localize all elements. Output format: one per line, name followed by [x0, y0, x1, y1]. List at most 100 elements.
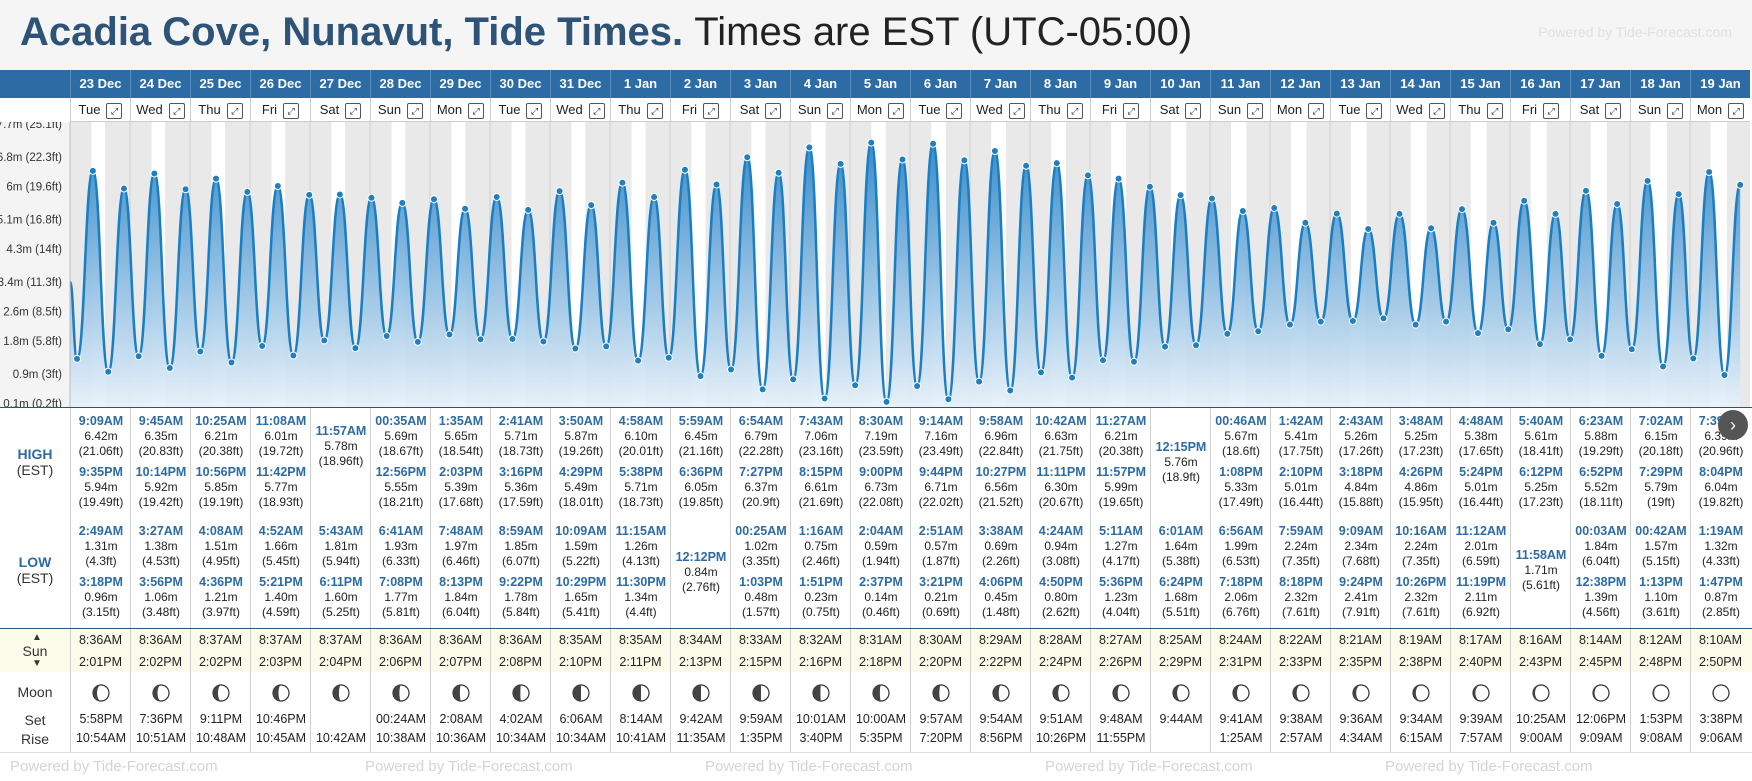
tide-point[interactable]	[1566, 335, 1575, 344]
tide-point[interactable]	[320, 336, 329, 345]
tide-point[interactable]	[789, 375, 798, 384]
expand-day-icon[interactable]: ⤢	[1066, 102, 1083, 119]
tide-point[interactable]	[1068, 373, 1077, 382]
tide-point[interactable]	[851, 381, 860, 390]
tide-point[interactable]	[929, 139, 938, 148]
tide-point[interactable]	[1348, 316, 1357, 325]
expand-day-icon[interactable]: ⤢	[946, 102, 963, 119]
tide-point[interactable]	[445, 330, 454, 339]
tide-point[interactable]	[1176, 191, 1185, 200]
tide-point[interactable]	[398, 198, 407, 207]
expand-day-icon[interactable]: ⤢	[1123, 102, 1140, 119]
tide-point[interactable]	[1720, 371, 1729, 380]
expand-day-icon[interactable]: ⤢	[283, 102, 300, 119]
tide-point[interactable]	[1395, 209, 1404, 218]
expand-day-icon[interactable]: ⤢	[703, 102, 720, 119]
tide-point[interactable]	[867, 138, 876, 147]
tide-point[interactable]	[461, 204, 470, 213]
tide-point[interactable]	[1489, 218, 1498, 227]
expand-day-icon[interactable]: ⤢	[1486, 102, 1503, 119]
tide-point[interactable]	[587, 201, 596, 210]
tide-point[interactable]	[727, 365, 736, 374]
tide-point[interactable]	[1411, 320, 1420, 329]
expand-day-icon[interactable]: ⤢	[106, 102, 123, 119]
tide-point[interactable]	[712, 180, 721, 189]
tide-point[interactable]	[88, 166, 97, 175]
tide-point[interactable]	[1098, 356, 1107, 365]
tide-point[interactable]	[1520, 196, 1529, 205]
tide-point[interactable]	[1130, 357, 1138, 366]
tide-point[interactable]	[555, 187, 564, 196]
expand-day-icon[interactable]: ⤢	[827, 102, 844, 119]
tide-point[interactable]	[1145, 182, 1154, 191]
tide-point[interactable]	[335, 190, 344, 199]
tide-point[interactable]	[602, 342, 611, 351]
tide-point[interactable]	[492, 193, 501, 202]
expand-day-icon[interactable]: ⤢	[646, 102, 663, 119]
scroll-right-button[interactable]: ›	[1718, 410, 1748, 440]
expand-day-icon[interactable]: ⤢	[1366, 102, 1383, 119]
tide-point[interactable]	[73, 354, 82, 363]
tide-point[interactable]	[119, 184, 128, 193]
tide-point[interactable]	[1254, 327, 1263, 336]
tide-point[interactable]	[1474, 329, 1482, 338]
tide-point[interactable]	[680, 165, 689, 174]
tide-point[interactable]	[150, 169, 159, 178]
tide-point[interactable]	[1238, 206, 1247, 215]
tide-point[interactable]	[1052, 159, 1061, 168]
tide-point[interactable]	[1597, 351, 1606, 360]
tide-point[interactable]	[165, 364, 174, 373]
expand-day-icon[interactable]: ⤢	[1247, 102, 1264, 119]
expand-day-icon[interactable]: ⤢	[468, 102, 485, 119]
tide-point[interactable]	[618, 178, 627, 187]
tide-point[interactable]	[1270, 204, 1279, 213]
tide-point[interactable]	[975, 377, 984, 386]
tide-point[interactable]	[1192, 341, 1200, 350]
tide-point[interactable]	[1705, 168, 1714, 177]
tide-point[interactable]	[1613, 200, 1622, 209]
tide-point[interactable]	[1022, 161, 1031, 170]
tide-point[interactable]	[227, 358, 236, 367]
tide-point[interactable]	[743, 153, 752, 162]
tide-point[interactable]	[1674, 190, 1683, 199]
tide-point[interactable]	[1551, 209, 1560, 218]
expand-day-icon[interactable]: ⤢	[345, 102, 362, 119]
tide-point[interactable]	[634, 356, 643, 365]
expand-day-icon[interactable]: ⤢	[588, 102, 605, 119]
tide-point[interactable]	[476, 335, 485, 344]
tide-point[interactable]	[258, 341, 267, 350]
tide-point[interactable]	[1659, 362, 1668, 371]
tide-point[interactable]	[429, 195, 438, 204]
expand-day-icon[interactable]: ⤢	[1008, 102, 1025, 119]
tide-point[interactable]	[650, 193, 659, 202]
tide-point[interactable]	[1161, 342, 1170, 351]
tide-point[interactable]	[367, 193, 376, 202]
expand-day-icon[interactable]: ⤢	[168, 102, 185, 119]
tide-point[interactable]	[1114, 174, 1123, 183]
expand-day-icon[interactable]: ⤢	[888, 102, 905, 119]
tide-point[interactable]	[898, 155, 907, 164]
tide-point[interactable]	[882, 397, 891, 406]
tide-point[interactable]	[1581, 186, 1590, 195]
tide-point[interactable]	[1627, 345, 1636, 354]
tide-point[interactable]	[382, 332, 391, 341]
tide-point[interactable]	[1427, 224, 1436, 233]
tide-point[interactable]	[1504, 325, 1513, 334]
tide-point[interactable]	[305, 190, 314, 199]
tide-point[interactable]	[1285, 320, 1294, 329]
tide-point[interactable]	[836, 159, 845, 168]
tide-point[interactable]	[1643, 176, 1652, 185]
tide-point[interactable]	[1535, 340, 1544, 349]
tide-point[interactable]	[196, 347, 205, 356]
tide-point[interactable]	[805, 143, 814, 152]
expand-day-icon[interactable]: ⤢	[1308, 102, 1325, 119]
tide-point[interactable]	[524, 205, 533, 214]
tide-point[interactable]	[289, 351, 298, 360]
tide-point[interactable]	[1301, 218, 1310, 227]
expand-day-icon[interactable]: ⤢	[526, 102, 543, 119]
tide-point[interactable]	[1223, 329, 1232, 338]
tide-point[interactable]	[1458, 205, 1466, 214]
expand-day-icon[interactable]: ⤢	[765, 102, 782, 119]
expand-day-icon[interactable]: ⤢	[1185, 102, 1202, 119]
tide-point[interactable]	[508, 334, 517, 343]
